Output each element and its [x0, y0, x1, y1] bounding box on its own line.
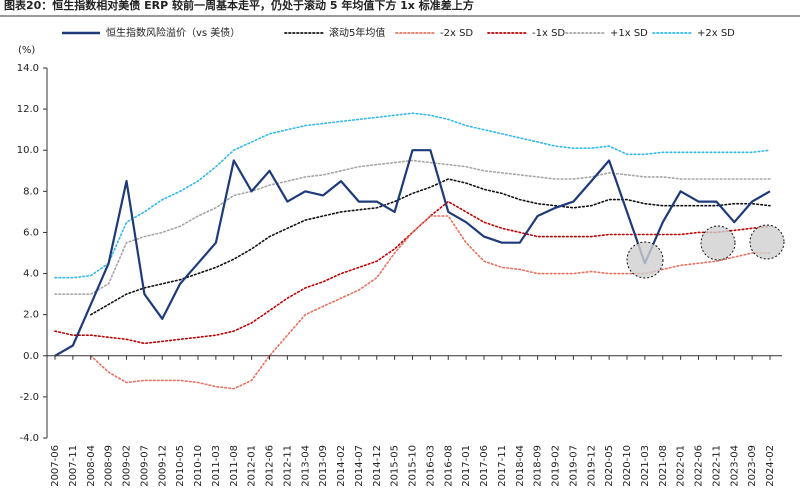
highlight-circle	[700, 225, 736, 261]
x-tick-label: 2015-05	[390, 445, 401, 487]
series-line	[54, 112, 771, 279]
highlight-circle	[749, 224, 785, 260]
x-tick-label: 2022-06	[694, 445, 705, 487]
x-tick-label: 2016-03	[425, 445, 436, 487]
y-tick-label: -2.0	[19, 392, 39, 403]
x-tick-label: 2010-10	[193, 445, 204, 487]
legend-label: 恒生指数风险溢价（vs 美债）	[106, 26, 240, 39]
x-tick-label: 2022-01	[676, 445, 687, 487]
x-tick-label: 2013-04	[300, 445, 311, 487]
legend-label: +1x SD	[610, 28, 648, 39]
y-tick-label: 4.0	[23, 269, 39, 280]
series-line	[54, 159, 771, 295]
x-tick-label: 2021-08	[658, 445, 669, 487]
y-tick-label: 8.0	[23, 186, 39, 197]
y-tick-label: 6.0	[23, 227, 39, 238]
legend-label: -2x SD	[440, 28, 473, 39]
x-tick-label: 2009-07	[139, 445, 150, 487]
x-tick-label: 2022-11	[711, 445, 722, 487]
series-line	[54, 200, 771, 345]
legend-label: +2x SD	[697, 28, 735, 39]
x-tick-label: 2018-09	[533, 445, 544, 487]
y-tick-label: -4.0	[19, 433, 39, 444]
legend-label: -1x SD	[532, 28, 565, 39]
y-tick-label: 14.0	[17, 63, 39, 74]
x-tick-label: 2007-06	[50, 445, 61, 487]
x-tick-label: 2019-02	[551, 445, 562, 487]
annotations	[626, 224, 785, 279]
x-tick-label: 2009-12	[157, 445, 168, 487]
x-tick-label: 2019-07	[568, 445, 579, 487]
y-tick-label: 2.0	[23, 310, 39, 321]
x-tick-label: 2014-12	[372, 445, 383, 487]
highlight-circle	[626, 241, 664, 279]
x-tick-label: 2016-08	[443, 445, 454, 487]
x-tick-label: 2013-09	[318, 445, 329, 487]
x-tick-label: 2014-07	[354, 445, 365, 487]
x-tick-label: 2008-09	[104, 445, 115, 487]
x-tick-label: 2008-04	[86, 445, 97, 487]
series-line	[90, 215, 771, 390]
y-tick-label: 0.0	[23, 351, 39, 362]
x-tick-label: 2019-12	[586, 445, 597, 487]
y-tick-label: 12.0	[17, 104, 39, 115]
series-line	[54, 149, 771, 357]
x-tick-label: 2012-11	[282, 445, 293, 487]
x-tick-label: 2017-06	[479, 445, 490, 487]
x-tick-label: 2012-01	[247, 445, 258, 487]
x-tick-label: 2007-11	[68, 445, 79, 487]
x-tick-label: 2020-10	[622, 445, 633, 487]
x-tick-label: 2012-06	[265, 445, 276, 487]
x-tick-label: 2017-01	[461, 445, 472, 487]
legend-label: 滚动5年均值	[329, 26, 385, 39]
x-tick-label: 2017-11	[497, 445, 508, 487]
x-tick-label: 2009-02	[122, 445, 133, 487]
y-axis-unit: (%)	[18, 45, 35, 56]
chart-title: 图表20：恒生指数相对美债 ERP 较前一周基本走平，仍处于滚动 5 年均值下方…	[4, 0, 474, 12]
x-tick-label: 2021-03	[640, 445, 651, 487]
x-tick-label: 2023-04	[729, 445, 740, 487]
x-tick-label: 2020-05	[604, 445, 615, 487]
x-tick-label: 2023-09	[747, 445, 758, 487]
y-tick-label: 10.0	[17, 145, 39, 156]
x-tick-label: 2011-03	[211, 445, 222, 487]
x-tick-label: 2014-02	[336, 445, 347, 487]
x-tick-label: 2011-08	[229, 445, 240, 487]
x-tick-label: 2018-04	[515, 445, 526, 487]
x-tick-label: 2015-10	[408, 445, 419, 487]
x-tick-label: 2010-05	[175, 445, 186, 487]
series-line	[90, 178, 771, 316]
x-tick-label: 2024-02	[765, 445, 776, 487]
